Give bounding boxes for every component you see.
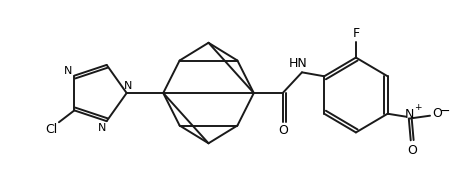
Text: HN: HN — [289, 57, 307, 70]
Text: N: N — [405, 108, 414, 121]
Text: O: O — [407, 144, 417, 157]
Text: N: N — [98, 123, 106, 133]
Text: −: − — [440, 105, 450, 118]
Text: N: N — [63, 66, 72, 76]
Text: N: N — [123, 81, 132, 91]
Text: O: O — [279, 124, 288, 137]
Text: Cl: Cl — [45, 123, 57, 136]
Text: F: F — [352, 27, 360, 40]
Text: +: + — [414, 103, 421, 112]
Text: O: O — [432, 107, 442, 120]
